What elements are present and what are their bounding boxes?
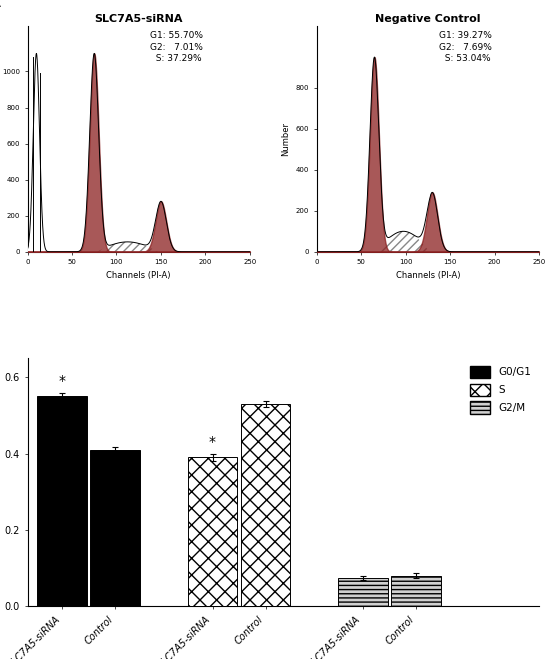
Bar	[188, 457, 237, 606]
Text: G1: 39.27%
G2:   7.69%
  S: 53.04%: G1: 39.27% G2: 7.69% S: 53.04%	[439, 31, 492, 63]
Bar	[90, 450, 140, 606]
Bar	[391, 576, 441, 606]
Bar	[37, 397, 87, 606]
Text: *: *	[209, 435, 216, 449]
Legend: G0/G1, S, G2/M: G0/G1, S, G2/M	[468, 364, 534, 416]
X-axis label: Channels (PI-A): Channels (PI-A)	[107, 271, 171, 280]
Bar	[241, 404, 290, 606]
Y-axis label: Number: Number	[281, 122, 290, 156]
Text: *: *	[59, 374, 65, 388]
Title: SLC7A5-siRNA: SLC7A5-siRNA	[95, 14, 183, 24]
Title: Negative Control: Negative Control	[375, 14, 481, 24]
Bar	[338, 578, 388, 606]
X-axis label: Channels (PI-A): Channels (PI-A)	[395, 271, 460, 280]
Text: G1: 55.70%
G2:   7.01%
  S: 37.29%: G1: 55.70% G2: 7.01% S: 37.29%	[150, 31, 203, 63]
